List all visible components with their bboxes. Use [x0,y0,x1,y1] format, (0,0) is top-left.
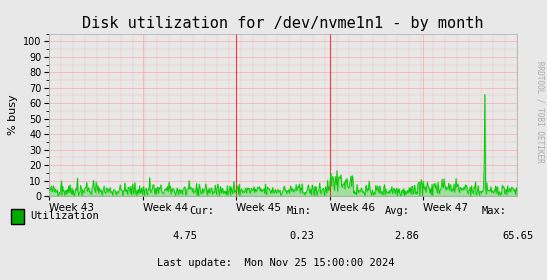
Text: 4.75: 4.75 [173,231,197,241]
Y-axis label: % busy: % busy [8,94,18,135]
Text: Last update:  Mon Nov 25 15:00:00 2024: Last update: Mon Nov 25 15:00:00 2024 [158,258,395,268]
FancyBboxPatch shape [11,209,25,223]
Text: 2.86: 2.86 [395,231,420,241]
Text: Cur:: Cur: [190,206,214,216]
Text: 65.65: 65.65 [502,231,533,241]
Text: Avg:: Avg: [385,206,410,216]
Text: Utilization: Utilization [30,211,98,221]
Text: Min:: Min: [287,206,312,216]
Text: 0.23: 0.23 [289,231,314,241]
Title: Disk utilization for /dev/nvme1n1 - by month: Disk utilization for /dev/nvme1n1 - by m… [82,16,484,31]
Text: Max:: Max: [482,206,507,216]
Text: RRDTOOL / TOBI OETIKER: RRDTOOL / TOBI OETIKER [536,61,544,163]
